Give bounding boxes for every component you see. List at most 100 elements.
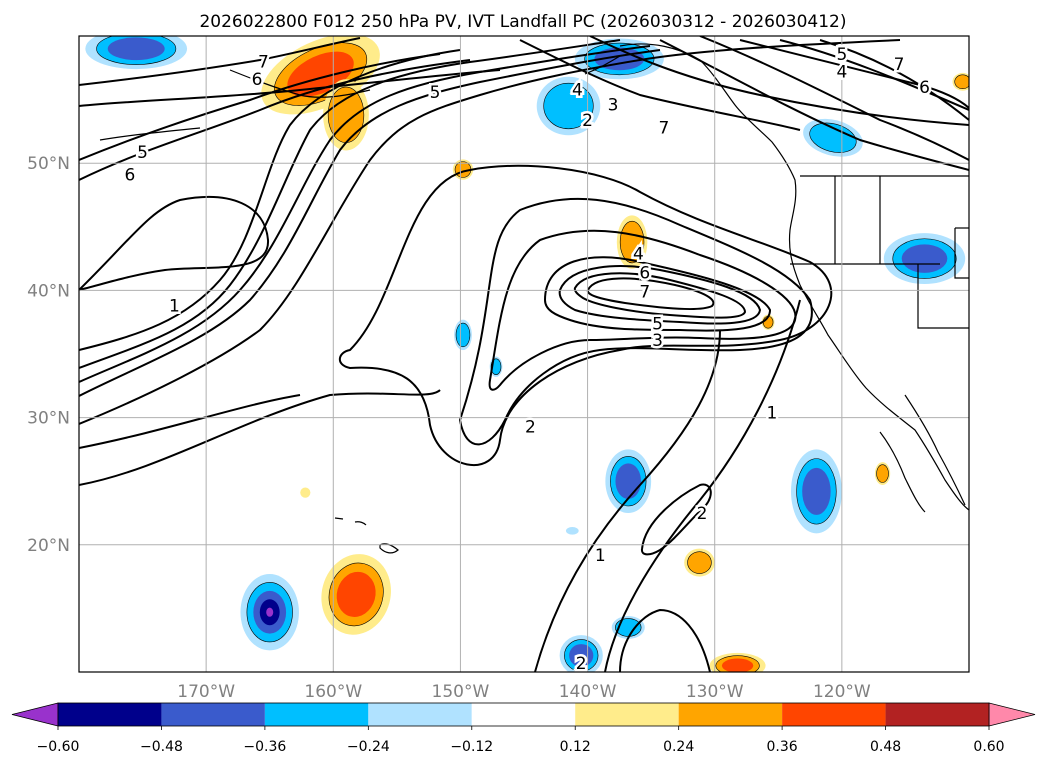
- pc-shade-level: [266, 607, 274, 617]
- x-tick-label: 120°W: [813, 682, 871, 702]
- colorbar-tick-label: −0.60: [37, 739, 80, 755]
- contour-label: 5: [430, 83, 441, 103]
- y-tick-label: 50°N: [27, 154, 70, 174]
- pv-contour-line: [558, 265, 762, 325]
- pc-shade-level: [619, 220, 645, 264]
- pc-region: [452, 159, 474, 180]
- pc-shade-level: [107, 37, 165, 61]
- colorbar-segment: [678, 703, 783, 726]
- pc-shade-level: [802, 467, 831, 515]
- contour-label: 4: [633, 245, 644, 265]
- pc-region: [803, 118, 863, 157]
- pv-contour-line: [79, 49, 461, 351]
- x-tick-label: 170°W: [177, 682, 235, 702]
- pv-contour-line: [79, 53, 441, 161]
- colorbar-segment: [885, 703, 989, 726]
- colorbar-segment: [161, 703, 265, 726]
- contour-label: 1: [767, 404, 778, 424]
- tick-labels: 170°W 160°W 150°W 140°W 130°W 120°W 20°N 30°N 40…: [27, 154, 871, 702]
- pc-region: [709, 652, 766, 672]
- contour-label: 3: [608, 96, 619, 116]
- pv-contour-line: [586, 277, 715, 310]
- contour-label: 2: [582, 111, 593, 131]
- map-frame: [78, 35, 970, 673]
- pv-contour-line: [338, 164, 833, 467]
- pv-contour-line: [79, 69, 501, 107]
- pc-shade-level: [336, 571, 376, 617]
- x-tick-label: 130°W: [686, 682, 744, 702]
- pv-contour-line: [79, 389, 441, 486]
- colorbar-tick-label: −0.48: [140, 739, 183, 755]
- pv-contour-line: [79, 39, 901, 425]
- pc-region: [85, 36, 188, 70]
- pc-region: [321, 554, 391, 635]
- pc-region: [684, 548, 715, 577]
- contour-label: 6: [252, 70, 263, 90]
- contour-label: 1: [169, 297, 180, 317]
- pv-contour-line: [619, 608, 711, 672]
- gridlines: [79, 36, 969, 672]
- y-tick-label: 40°N: [27, 281, 70, 301]
- pv-contour-line: [79, 39, 621, 369]
- island: [379, 543, 399, 554]
- pc-region: [300, 487, 311, 498]
- pv-contour-line: [659, 39, 969, 171]
- contour-label: 2: [525, 418, 536, 438]
- island: [334, 517, 344, 520]
- pv-contour-line: [488, 229, 797, 391]
- contour-label: 2: [697, 504, 708, 524]
- colorbar-segment: [782, 703, 886, 726]
- pc-region: [611, 616, 645, 639]
- pv-contour-line: [79, 49, 661, 397]
- colorbar-extend-high: [988, 702, 1036, 727]
- colorbar-tick-label: −0.24: [347, 739, 390, 755]
- coastline-segment: [229, 69, 371, 98]
- pc-region: [323, 79, 369, 151]
- coastline: [99, 43, 969, 554]
- colorbar-segment: [264, 703, 369, 726]
- pc-shade-level: [721, 658, 754, 672]
- pv-contour-line: [79, 394, 301, 449]
- colorbar-tick-label: −0.36: [243, 739, 286, 755]
- contour-label: 7: [894, 55, 905, 75]
- contour-label: 6: [124, 166, 135, 186]
- pv-contour-line: [604, 299, 801, 672]
- colorbar-segment: [471, 703, 576, 726]
- contour-label: 4: [836, 63, 847, 83]
- pv-contour-line: [589, 36, 969, 126]
- colorbar-tick-label: 0.12: [560, 739, 591, 755]
- pc-region: [605, 449, 652, 513]
- contour-label: 6: [639, 264, 650, 284]
- pv-contour-line: [779, 39, 969, 111]
- contour-label: 1: [595, 546, 606, 566]
- pc-region: [761, 314, 775, 330]
- border: [954, 228, 969, 279]
- colorbar-tick-label: 0.24: [663, 739, 694, 755]
- contour-label: 7: [639, 283, 650, 303]
- y-tick-label: 20°N: [27, 536, 70, 556]
- colorbar-segment: [575, 703, 679, 726]
- pc-region: [791, 449, 842, 534]
- pc-region: [883, 233, 966, 285]
- contour-label: 7: [658, 119, 669, 139]
- pc-region: [616, 215, 648, 269]
- pv-contour-line: [79, 196, 270, 291]
- contour-label: 5: [137, 143, 148, 163]
- pv-contour-line: [79, 45, 651, 383]
- island: [354, 521, 367, 526]
- colorbar-segment: [368, 703, 472, 726]
- pc-region: [565, 526, 579, 535]
- pc-shade-level: [543, 82, 594, 130]
- pv-contour-line: [519, 39, 801, 131]
- pv-contour-line: [699, 36, 969, 161]
- chart-title: 2026022800 F012 250 hPa PV, IVT Landfall…: [199, 12, 846, 32]
- pv-contour-lines: [79, 36, 969, 672]
- colorbar: −0.60 −0.48 −0.36 −0.24 −0.12 0.12 0.24 0.36 0.4…: [11, 702, 1036, 755]
- colorbar-tick-label: 0.48: [870, 739, 901, 755]
- pc-shade-level: [687, 551, 712, 574]
- x-tick-label: 140°W: [559, 682, 617, 702]
- pv-contour-line: [573, 272, 747, 319]
- coastline-segment: [99, 127, 201, 141]
- contour-label: 3: [652, 331, 663, 351]
